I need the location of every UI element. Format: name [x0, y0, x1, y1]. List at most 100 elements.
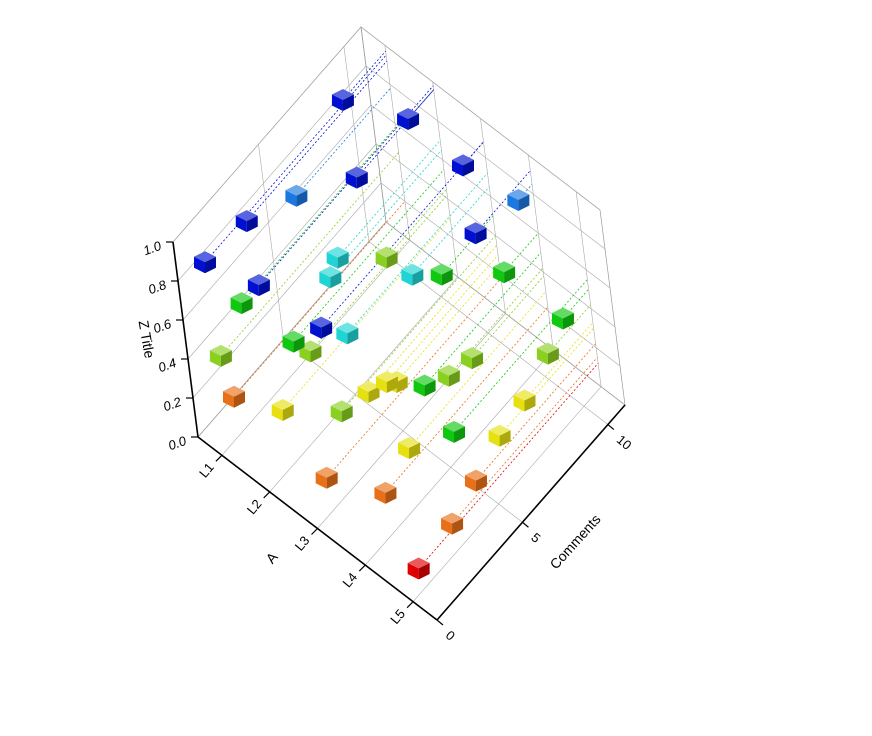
x-tick [311, 528, 318, 535]
x-tick-label: L1 [196, 460, 217, 481]
cube-right [293, 336, 305, 353]
cube [375, 246, 398, 269]
cube-left [441, 518, 453, 535]
drop-line [451, 357, 598, 524]
cube-right [321, 322, 333, 339]
cube [299, 340, 322, 363]
cube-right [518, 194, 530, 211]
y-tick [522, 521, 529, 528]
cube-left [451, 159, 463, 177]
cube [222, 385, 245, 408]
x-tick-label: L3 [292, 533, 313, 554]
cube-right [499, 430, 511, 447]
cube [451, 154, 474, 177]
drop-line [524, 322, 594, 401]
cube [310, 316, 333, 339]
cube-top [375, 246, 398, 258]
cube-right [409, 442, 421, 459]
cube-left [310, 322, 322, 339]
drop-line [356, 89, 435, 178]
z-axis-title: Z Title [136, 319, 158, 360]
drop-line [418, 363, 599, 569]
grid-line [182, 104, 372, 321]
drop-line [246, 60, 388, 222]
drop-line [341, 235, 496, 412]
cube-left [315, 472, 327, 489]
cube [336, 322, 359, 345]
cube-left [230, 297, 242, 315]
left-wall [172, 26, 387, 438]
cube-right [337, 252, 349, 269]
drop-line [368, 244, 498, 393]
cube-left [222, 391, 234, 408]
z-tick-label: 0.8 [146, 277, 169, 298]
z-tick-label: 1.0 [141, 238, 164, 259]
cube-left [536, 348, 548, 365]
cube-right [452, 518, 464, 535]
cube-left [285, 190, 297, 207]
cube-right [326, 472, 338, 489]
cube [235, 210, 258, 233]
cube [282, 330, 305, 353]
cube-left [193, 256, 205, 274]
y-axis [436, 404, 626, 621]
cube [407, 557, 430, 580]
x-tick [215, 454, 223, 462]
x-tick [406, 601, 414, 609]
cube-right [342, 94, 354, 112]
cube-left [247, 279, 259, 297]
cube [513, 389, 536, 412]
cube-right [241, 297, 253, 315]
cube-left [326, 252, 338, 269]
drop-line [310, 194, 448, 352]
cube [441, 512, 464, 535]
cube-right [386, 376, 398, 394]
cube [345, 166, 368, 189]
cube-left [443, 426, 455, 443]
cube [330, 400, 353, 423]
cube-left [299, 345, 311, 363]
drop-line [475, 170, 531, 234]
cube [443, 420, 466, 443]
drop-line [204, 54, 387, 263]
x-tick-label: L4 [339, 570, 360, 591]
cube [413, 374, 436, 397]
cube-right [282, 404, 294, 421]
cube-right [310, 345, 322, 363]
cube-right [475, 475, 487, 492]
y-tick-label: 10 [614, 432, 635, 453]
cube-left [271, 404, 283, 421]
y-tick-label: 5 [528, 530, 543, 546]
z-tick-label: 0.4 [156, 355, 178, 375]
cube-right [258, 279, 270, 297]
drop-line [424, 252, 542, 386]
cube-right [408, 113, 420, 131]
cube-right [524, 395, 536, 412]
cube-right [368, 386, 380, 403]
z-tick-label: 0.6 [151, 316, 174, 337]
grid-line [317, 313, 506, 529]
drop-line [396, 264, 500, 383]
cube-right [547, 348, 559, 365]
drop-line [326, 278, 502, 479]
cube [398, 436, 421, 459]
drop-line [241, 126, 396, 304]
drop-line [407, 89, 435, 120]
cube-right [220, 350, 232, 367]
cube-left [398, 442, 410, 459]
x-tick-label: L2 [244, 496, 265, 517]
cube-left [319, 271, 331, 289]
cube-right [356, 172, 368, 189]
cube-right [448, 370, 460, 387]
cube-left [551, 313, 563, 330]
cube-right [396, 376, 408, 394]
cube-left [407, 563, 419, 580]
drop-line [347, 172, 488, 334]
cube-right [562, 313, 574, 330]
cube [397, 108, 420, 131]
cube-left [461, 352, 473, 370]
cube [536, 342, 559, 365]
cube [464, 469, 487, 492]
drop-line [408, 291, 547, 449]
